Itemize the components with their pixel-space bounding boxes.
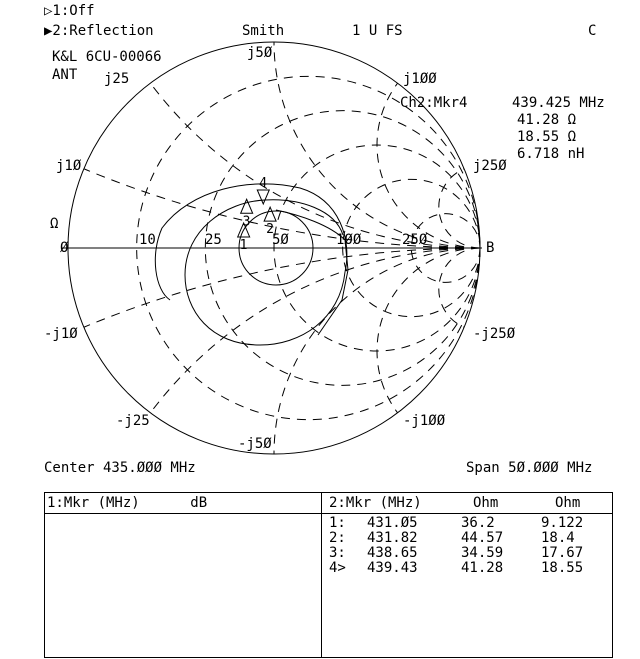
trace1-status[interactable]: ▷1:Off	[44, 3, 95, 19]
label-zero: Ø	[60, 240, 69, 256]
reactance-arc-pos-250	[438, 168, 481, 249]
reactance-arc-neg-50	[273, 247, 481, 455]
resistance-column-header: Ohm	[473, 495, 499, 511]
table-row[interactable]: 2: 431.82 44.57 18.4	[329, 530, 609, 546]
reactance-arc-pos-25	[150, 82, 481, 249]
marker-resistance: 36.2	[461, 515, 495, 531]
label-ohm: Ω	[50, 216, 59, 232]
marker-readout-label: Ch2:Mkr4	[400, 95, 468, 111]
marker-resistance: 44.57	[461, 530, 504, 546]
marker-1-triangle[interactable]	[236, 221, 251, 238]
marker-4-label: 4	[259, 176, 267, 191]
label-jp10: j1Ø	[56, 158, 82, 174]
marker-readout-frequency: 439.425 MHz	[512, 95, 605, 111]
label-jn100: -j1ØØ	[403, 413, 446, 429]
trace-middle-loop	[184, 199, 346, 346]
cal-flag: C	[588, 23, 597, 39]
marker-id: 1:	[329, 515, 346, 531]
marker-reactance: 9.122	[541, 515, 584, 531]
trace-outer-loop	[154, 183, 348, 301]
marker-frequency: 439.43	[367, 560, 418, 576]
marker-table: 1:Mkr (MHz) dB 2:Mkr (MHz) Ohm Ohm 1: 431…	[44, 492, 613, 658]
label-jp25: j25	[104, 71, 130, 87]
marker-2-triangle[interactable]	[263, 205, 277, 222]
label-jn250: -j25Ø	[473, 326, 516, 342]
label-r50: 5Ø	[272, 232, 289, 248]
channel1-marker-header: 1:Mkr (MHz) dB	[47, 495, 208, 511]
marker-reactance: 18.55	[541, 560, 584, 576]
reactance-column-header: Ohm	[555, 495, 581, 511]
label-r250: 25Ø	[402, 232, 428, 248]
marker-frequency: 438.65	[367, 545, 418, 561]
marker-resistance: 41.28	[461, 560, 504, 576]
marker-id: 3:	[329, 545, 346, 561]
marker-3-triangle[interactable]	[239, 197, 254, 214]
reactance-arc-pos-50	[273, 41, 481, 249]
smith-chart: 1 23 4	[62, 41, 482, 455]
label-jn25: -j25	[116, 413, 150, 429]
marker-3-label: 3	[243, 214, 251, 229]
label-jn50: -j5Ø	[238, 436, 272, 452]
reactance-arc-neg-25	[150, 247, 481, 414]
label-r100: 1ØØ	[336, 232, 362, 248]
label-r25: 25	[205, 232, 222, 248]
marker-2-label: 2	[266, 222, 274, 237]
channel2-marker-header: 2:Mkr (MHz)	[329, 495, 422, 511]
format-label: Smith	[242, 23, 285, 39]
label-infinity: B	[486, 240, 495, 256]
marker-readout-reactance: 18.55 Ω	[517, 129, 577, 145]
reactance-arc-pos-10	[83, 168, 481, 249]
table-row[interactable]: 1: 431.Ø5 36.2 9.122	[329, 515, 609, 531]
reactance-arc-neg-250	[438, 247, 481, 328]
label-jp50: j5Ø	[247, 45, 273, 61]
marker-reactance: 17.67	[541, 545, 584, 561]
reactance-arc-neg-10	[83, 247, 481, 328]
sweep-center[interactable]: Center 435.ØØØ MHz	[44, 460, 196, 476]
marker-resistance: 34.59	[461, 545, 504, 561]
trace-segment	[275, 209, 349, 336]
marker-readout-inductance: 6.718 nH	[517, 146, 585, 162]
trace2-status[interactable]: ▶2:Reflection	[44, 23, 154, 39]
label-jp100: j1ØØ	[403, 71, 437, 87]
marker-4-triangle[interactable]	[256, 189, 271, 206]
label-jn10: -j1Ø	[44, 326, 78, 342]
reactance-arc-neg-100	[376, 247, 481, 414]
label-r10: 10	[139, 232, 156, 248]
marker-id: 4>	[329, 560, 346, 576]
reactance-arc-pos-100	[376, 82, 481, 249]
marker-reactance: 18.4	[541, 530, 575, 546]
table-row[interactable]: 4> 439.43 41.28 18.55	[329, 560, 609, 576]
label-jp250: j25Ø	[473, 158, 507, 174]
table-header-divider	[45, 513, 612, 514]
marker-readout-resistance: 41.28 Ω	[517, 112, 577, 128]
title-line1: K&L 6CU-00066	[52, 49, 162, 65]
marker-frequency: 431.82	[367, 530, 418, 546]
trace-inner-loop	[238, 210, 314, 286]
marker-1-label: 1	[240, 238, 248, 253]
marker-frequency: 431.Ø5	[367, 515, 418, 531]
sweep-span[interactable]: Span 5Ø.ØØØ MHz	[466, 460, 593, 476]
marker-id: 2:	[329, 530, 346, 546]
trace	[154, 183, 349, 346]
table-row[interactable]: 3: 438.65 34.59 17.67	[329, 545, 609, 561]
table-column-divider	[321, 493, 322, 657]
scale-label: 1 U FS	[352, 23, 403, 39]
title-line2: ANT	[52, 67, 78, 83]
